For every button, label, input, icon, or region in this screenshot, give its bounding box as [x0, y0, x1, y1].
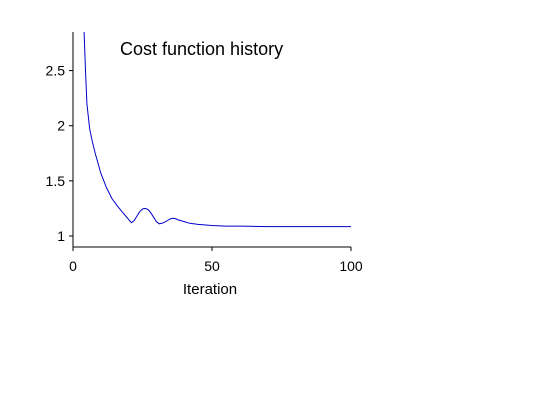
- x-tick-label: 50: [204, 258, 220, 274]
- chart-title: Cost function history: [120, 39, 283, 59]
- x-tick-label: 0: [69, 258, 77, 274]
- plot-area: 1 1.5 2 2.5 0 50 100: [46, 31, 363, 274]
- x-axis-label: Iteration: [183, 281, 237, 298]
- y-tick-group: 1 1.5 2 2.5: [46, 63, 73, 244]
- y-tick-label: 2: [57, 118, 65, 134]
- y-tick-label: 1.5: [46, 173, 66, 189]
- x-tick-label: 100: [339, 258, 363, 274]
- y-tick-label: 1: [57, 228, 65, 244]
- cost-series-line: [83, 31, 351, 228]
- y-tick-label: 2.5: [46, 63, 66, 79]
- x-tick-group: 0 50 100: [69, 247, 363, 274]
